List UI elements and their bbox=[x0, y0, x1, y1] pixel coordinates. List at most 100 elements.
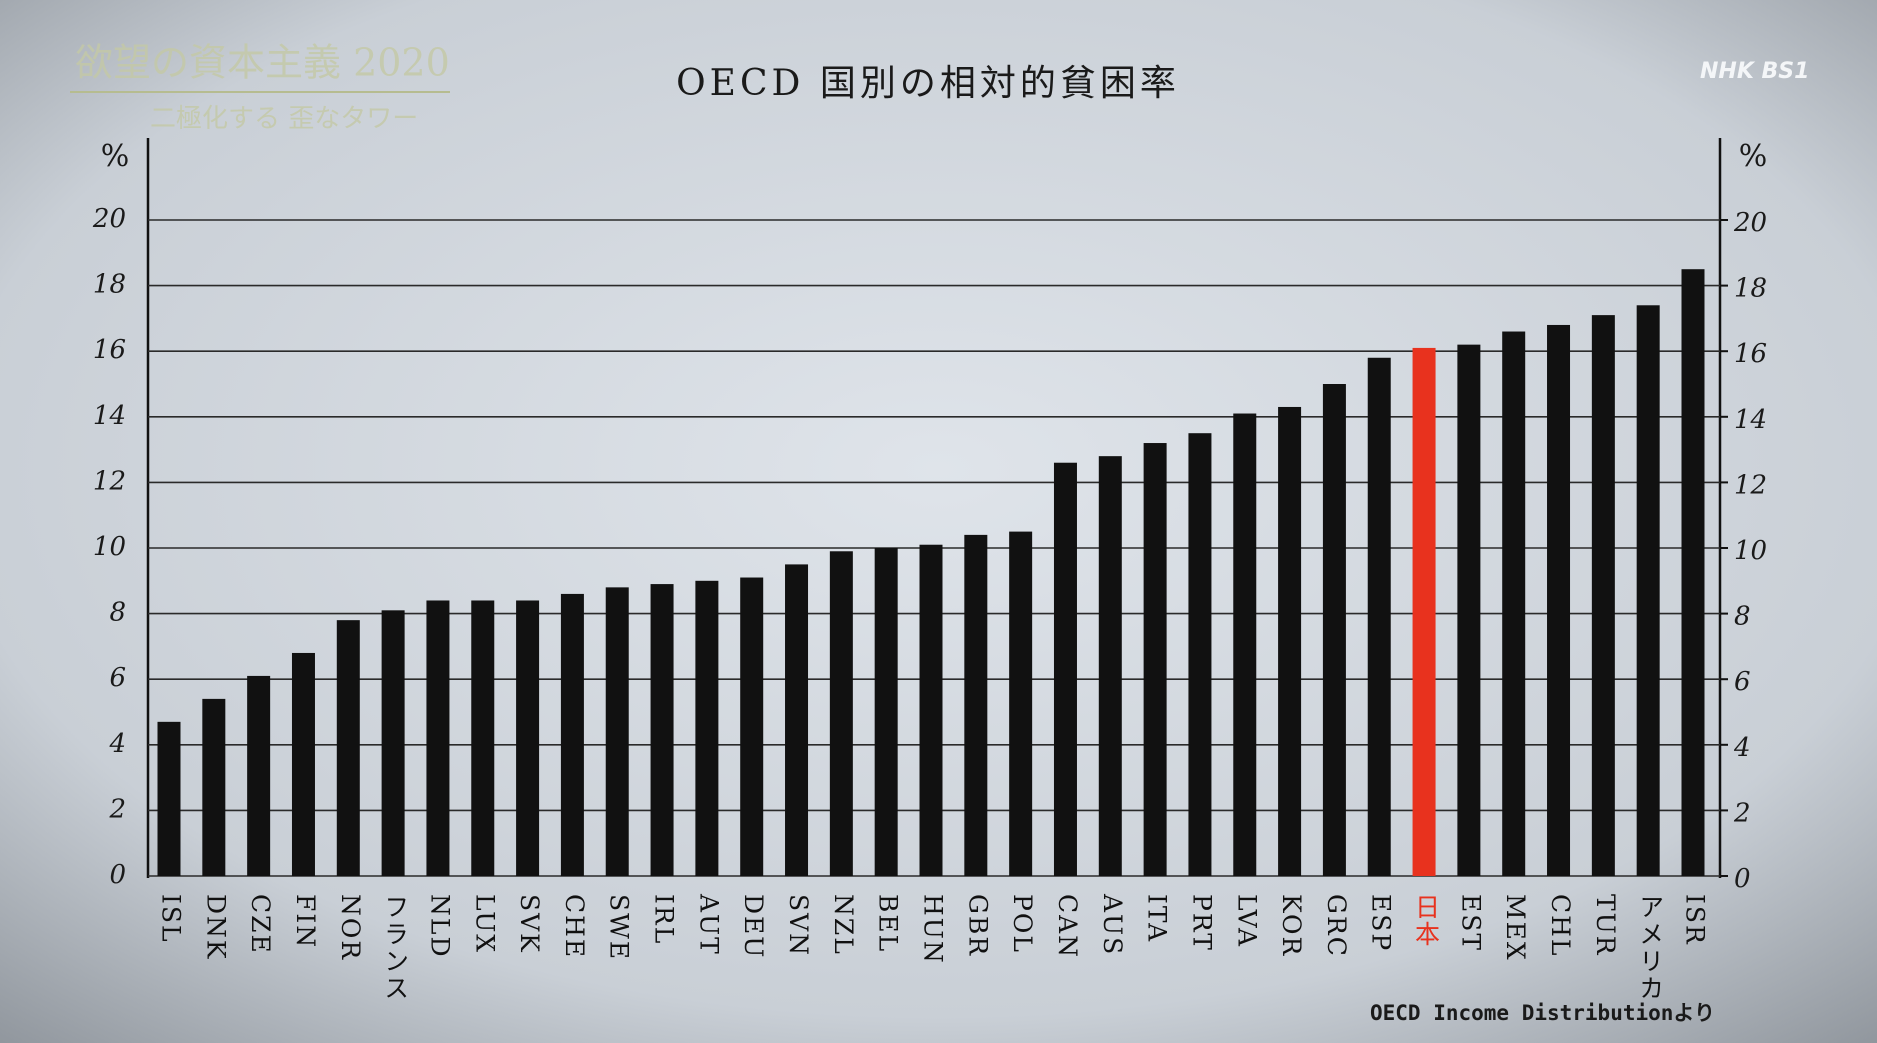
x-tick-label: CHE bbox=[560, 894, 589, 959]
bar bbox=[1278, 406, 1302, 876]
bar bbox=[1053, 462, 1077, 876]
x-tick-label: ESP bbox=[1367, 894, 1396, 952]
bar bbox=[1457, 344, 1481, 876]
x-tick-label: DEU bbox=[739, 894, 768, 959]
bar bbox=[650, 584, 674, 876]
y2-tick-label: 20 bbox=[1733, 208, 1767, 238]
x-tick-label: POL bbox=[1008, 894, 1037, 954]
x-tick-label: LVA bbox=[1232, 894, 1261, 948]
y-tick-label: 6 bbox=[109, 663, 126, 693]
bar bbox=[964, 534, 988, 876]
bar bbox=[1636, 305, 1660, 876]
x-tick-label: LUX bbox=[470, 894, 499, 954]
y-tick-label: 4 bbox=[108, 729, 126, 759]
y2-tick-label: 0 bbox=[1734, 864, 1751, 894]
channel-logo: NHK BS1 bbox=[1700, 59, 1809, 84]
y2-tick-label: 8 bbox=[1734, 602, 1751, 632]
bar bbox=[157, 721, 181, 876]
x-tick-label: SVN bbox=[784, 894, 813, 957]
x-tick-label: SVK bbox=[515, 894, 544, 954]
x-tick-label: HUN bbox=[919, 894, 948, 965]
x-tick-label: ISR bbox=[1681, 894, 1710, 946]
x-tick-label: NLD bbox=[425, 894, 454, 959]
bar bbox=[516, 600, 540, 876]
y2-tick-label: 6 bbox=[1734, 667, 1751, 697]
y-tick-label: 2 bbox=[108, 794, 126, 824]
program-title: 欲望の資本主義 2020 bbox=[75, 41, 450, 85]
bar bbox=[202, 698, 226, 876]
x-tick-label: フランス bbox=[381, 894, 410, 1002]
x-tick-label: BEL bbox=[874, 894, 903, 953]
x-tick-label: CHL bbox=[1546, 894, 1575, 958]
bar bbox=[1502, 331, 1526, 876]
x-tick-label: TUR bbox=[1591, 894, 1620, 957]
x-tick-label: EST bbox=[1456, 894, 1485, 952]
x-tick-label: GRC bbox=[1322, 894, 1351, 958]
bar bbox=[247, 675, 271, 876]
source-note: OECD Income Distributionより bbox=[1370, 1001, 1715, 1025]
x-tick-label: IRL bbox=[650, 894, 679, 945]
x-tick-label: 日本 bbox=[1412, 894, 1441, 948]
x-tick-label: DNK bbox=[201, 894, 230, 961]
bar bbox=[1591, 315, 1615, 876]
bar bbox=[1367, 357, 1391, 876]
bar bbox=[1412, 347, 1436, 876]
bar bbox=[1547, 324, 1571, 877]
x-tick-label: AUS bbox=[1098, 893, 1127, 956]
bar bbox=[605, 587, 629, 876]
bar bbox=[785, 564, 809, 876]
bar bbox=[1009, 531, 1033, 876]
y2-tick-label: 18 bbox=[1734, 274, 1767, 304]
y2-tick-label: 14 bbox=[1734, 405, 1767, 435]
y-tick-label: 20 bbox=[92, 204, 126, 234]
x-tick-label: GBR bbox=[963, 894, 992, 957]
y-tick-label: 16 bbox=[93, 335, 126, 365]
y-tick-label: 0 bbox=[109, 860, 126, 890]
y-tick-label: 14 bbox=[93, 401, 126, 431]
bar bbox=[1098, 456, 1122, 876]
y2-tick-label: 2 bbox=[1733, 798, 1751, 828]
bar bbox=[471, 600, 495, 876]
x-tick-label: SWE bbox=[605, 894, 634, 961]
bar bbox=[1188, 433, 1212, 876]
bar bbox=[1322, 384, 1346, 876]
bar bbox=[381, 610, 405, 876]
bar bbox=[336, 620, 360, 876]
bar bbox=[291, 652, 315, 876]
bar bbox=[1143, 443, 1167, 876]
x-tick-label: AUT bbox=[694, 893, 723, 956]
x-tick-label: ITA bbox=[1143, 894, 1172, 943]
y2-tick-label: 16 bbox=[1734, 339, 1767, 369]
x-tick-label: MEX bbox=[1501, 894, 1530, 962]
x-tick-label: アメリカ bbox=[1636, 894, 1665, 1002]
bar bbox=[426, 600, 450, 876]
bar bbox=[829, 551, 853, 876]
x-tick-label: CZE bbox=[246, 894, 275, 955]
x-tick-label: CAN bbox=[1053, 894, 1082, 959]
y2-tick-label: 12 bbox=[1734, 470, 1767, 500]
y-tick-label: 8 bbox=[109, 598, 126, 628]
y-tick-label: 18 bbox=[93, 270, 126, 300]
x-tick-label: FIN bbox=[291, 894, 320, 949]
bar bbox=[740, 577, 764, 876]
bar bbox=[695, 580, 719, 876]
y-tick-label: 10 bbox=[93, 532, 126, 562]
y-unit: % bbox=[101, 139, 130, 174]
y2-tick-label: 4 bbox=[1733, 733, 1751, 763]
x-tick-label: NOR bbox=[336, 894, 365, 961]
bar bbox=[1233, 413, 1257, 876]
x-tick-label: NZL bbox=[829, 894, 858, 956]
x-tick-label: KOR bbox=[1277, 894, 1306, 957]
bar bbox=[874, 548, 898, 876]
x-tick-label: PRT bbox=[1187, 894, 1216, 952]
y2-unit: % bbox=[1739, 139, 1768, 174]
x-tick-label: ISL bbox=[157, 894, 186, 944]
bar bbox=[560, 593, 584, 876]
y-tick-label: 12 bbox=[93, 466, 126, 496]
y2-tick-label: 10 bbox=[1734, 536, 1767, 566]
bar bbox=[1681, 269, 1705, 876]
chart-title: OECD 国別の相対的貧困率 bbox=[676, 63, 1180, 104]
program-subtitle: 二極化する 歪なタワー bbox=[150, 104, 418, 134]
